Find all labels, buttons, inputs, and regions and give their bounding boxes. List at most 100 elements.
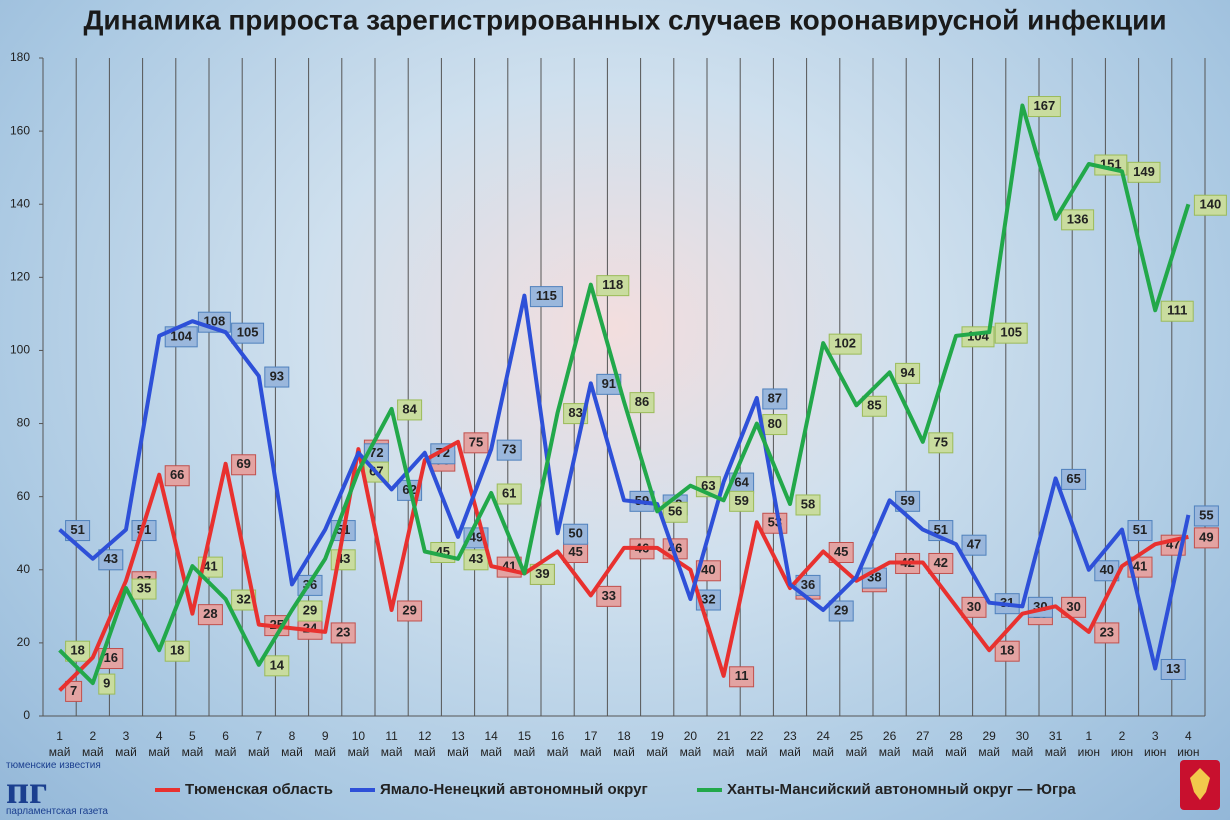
value-label-box	[828, 542, 854, 563]
series-line	[58, 439, 1189, 692]
value-label: 18	[170, 643, 184, 658]
x-tick-label: 5 май	[181, 729, 204, 759]
x-tick-label: 11 май	[380, 729, 403, 759]
value-label-box	[596, 585, 622, 607]
value-labels: 7163766286925242373297075413945334646401…	[65, 96, 1227, 702]
value-label: 85	[867, 398, 881, 413]
value-label: 58	[801, 496, 815, 511]
value-label-box	[994, 322, 1028, 344]
x-tick-label: 15 май	[513, 729, 536, 759]
legend-label: Ямало-Ненецкий автономный округ	[380, 781, 648, 798]
value-label-box	[397, 399, 423, 421]
x-tick-label: 9 май	[314, 729, 336, 759]
value-label: 64	[734, 474, 749, 489]
value-label-box	[529, 563, 555, 585]
value-label-box	[596, 275, 630, 297]
value-label: 45	[834, 544, 848, 559]
value-label-box	[496, 483, 522, 505]
value-label: 72	[369, 445, 383, 460]
value-label: 43	[469, 551, 483, 566]
value-label-box	[1193, 194, 1227, 216]
value-label: 105	[1000, 325, 1022, 340]
value-label: 47	[967, 537, 981, 552]
value-label-box	[397, 600, 423, 622]
y-tick-label: 100	[10, 343, 30, 357]
value-label: 59	[900, 493, 914, 508]
x-tick-label: 4 май	[148, 729, 170, 759]
x-tick-label: 28 май	[945, 729, 967, 759]
value-label-box	[828, 600, 854, 622]
value-label: 104	[170, 328, 192, 343]
value-label-box	[762, 388, 788, 410]
value-label-box	[231, 322, 265, 344]
series-line	[58, 293, 1191, 671]
x-tick-label: 6 май	[214, 729, 237, 759]
value-label: 36	[801, 577, 815, 592]
value-label-box	[529, 286, 563, 308]
x-tick-label: 4 июн	[1177, 729, 1200, 759]
value-label: 16	[104, 650, 118, 665]
x-tick-label: 1 май	[48, 729, 71, 759]
value-label: 30	[967, 599, 981, 614]
value-label-box	[65, 680, 83, 702]
value-label-box	[662, 501, 688, 523]
value-label: 102	[834, 336, 856, 351]
value-label-box	[1094, 622, 1120, 644]
value-label-box	[895, 490, 921, 512]
value-label-box	[264, 366, 290, 388]
value-label: 43	[104, 551, 118, 566]
value-label: 115	[536, 288, 557, 303]
value-label-box	[164, 640, 190, 662]
value-label: 40	[701, 562, 715, 577]
legend-label: Тюменская область	[185, 781, 333, 798]
value-label-box	[98, 673, 116, 695]
x-tick-label: 25 май	[845, 729, 868, 759]
value-label: 84	[402, 401, 417, 416]
value-label: 51	[1133, 522, 1147, 537]
value-label: 50	[568, 526, 582, 541]
value-label: 41	[203, 559, 217, 574]
value-label: 73	[502, 442, 516, 457]
value-label-box	[1061, 468, 1087, 490]
x-tick-label: 3 май	[115, 729, 137, 759]
value-label: 28	[203, 606, 217, 621]
value-label-box	[563, 523, 589, 545]
value-label: 40	[1100, 562, 1114, 577]
value-label: 7	[70, 683, 77, 698]
value-label-box	[164, 465, 190, 487]
value-label-box	[463, 432, 489, 454]
x-tick-label: 29 май	[978, 729, 1000, 759]
logo-mark: пг	[6, 767, 48, 812]
value-label: 33	[602, 588, 616, 603]
value-label: 30	[1066, 599, 1080, 614]
value-label: 65	[1066, 471, 1080, 486]
value-label: 94	[900, 365, 915, 380]
value-label: 66	[170, 467, 184, 482]
value-label-box	[330, 622, 356, 644]
value-label: 75	[934, 434, 948, 449]
x-tick-label: 7 май	[247, 729, 270, 759]
value-label-box	[928, 552, 954, 574]
value-label: 80	[768, 416, 782, 431]
value-label-box	[1193, 505, 1219, 527]
x-tick-label: 1 июн	[1077, 729, 1100, 759]
value-label: 111	[1167, 303, 1187, 318]
x-tick-label: 18 май	[613, 729, 635, 759]
value-label-box	[961, 596, 987, 618]
value-label: 29	[834, 602, 848, 617]
value-label: 9	[103, 676, 110, 691]
value-label: 55	[1199, 507, 1213, 522]
value-label-box	[65, 520, 91, 542]
y-tick-label: 20	[17, 635, 31, 649]
value-label: 51	[70, 522, 84, 537]
y-tick-label: 160	[10, 123, 30, 137]
x-tick-label: 2 июн	[1110, 729, 1134, 759]
value-label: 32	[701, 591, 715, 606]
value-label-box	[861, 395, 887, 417]
value-label: 167	[1034, 98, 1056, 113]
x-tick-label: 8 май	[281, 729, 303, 759]
value-label-box	[795, 494, 821, 516]
x-tick-label: 12 май	[413, 729, 436, 759]
value-label: 35	[137, 580, 151, 595]
value-label-box	[895, 362, 921, 384]
